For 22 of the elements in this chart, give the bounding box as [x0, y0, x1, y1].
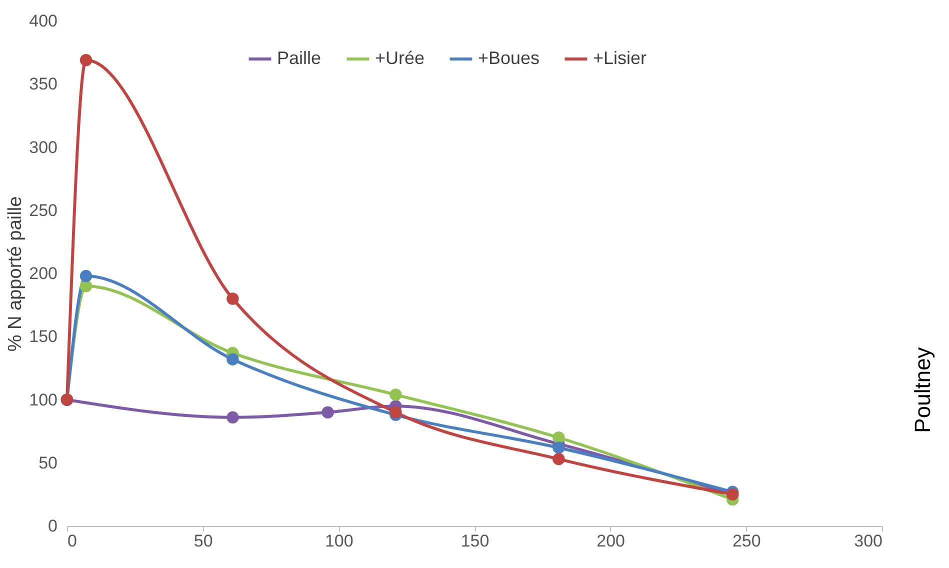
x-tick-label: 0: [68, 532, 77, 550]
y-tick-label: 50: [38, 453, 58, 472]
text: Poultney: [910, 347, 936, 433]
legend-label: +Lisier: [593, 48, 647, 68]
y-tick-label: 300: [29, 138, 58, 157]
y-tick-label: 150: [29, 327, 58, 346]
x-tick-label: 300: [854, 532, 882, 550]
y-axis-title: % N apporté paille: [5, 196, 26, 352]
x-tick-label: 250: [732, 532, 761, 550]
legend-label: +Boues: [478, 48, 540, 68]
legend-label: Paille: [277, 48, 322, 68]
x-tick-label: 150: [460, 532, 490, 550]
y-tick-label: 100: [29, 390, 58, 410]
y-tick-label: 200: [29, 264, 58, 283]
x-tick-label: 100: [324, 532, 354, 550]
y-tick-label: 350: [29, 74, 58, 94]
y-tick-label: 0: [48, 516, 58, 536]
y-tick-label: 250: [29, 200, 58, 220]
legend-label: +Urée: [375, 48, 425, 68]
x-tick-label: 200: [596, 532, 626, 550]
x-tick-label: 50: [194, 532, 213, 550]
y-tick-label: 400: [29, 12, 58, 30]
